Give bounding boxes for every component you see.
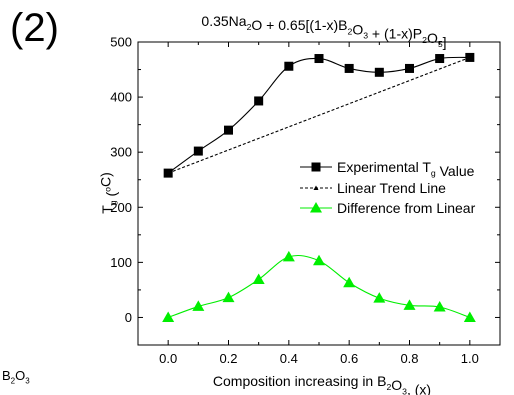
series-2-point-0 (162, 311, 175, 322)
stray-formula-sub1: 2 (10, 376, 16, 386)
legend-label-1: Linear Trend Line (337, 180, 446, 196)
series-2-point-8 (403, 299, 416, 310)
series-0-point-8 (405, 63, 414, 73)
series-0-point-4 (284, 61, 294, 71)
x-tick-label-4: 0.8 (400, 351, 418, 366)
stray-formula-o: O (15, 368, 26, 383)
series-2-point-7 (373, 292, 386, 303)
series-0-point-9 (435, 54, 445, 64)
series-0-point-3 (254, 96, 264, 106)
series-2-point-1 (192, 300, 205, 311)
y-tick-label-1: 100 (110, 255, 132, 270)
y-tick-label-2: 200 (110, 200, 132, 215)
y-axis-label: Tg (oC) (98, 172, 120, 214)
legend-marker-0 (311, 162, 321, 172)
legend-marker-1 (313, 185, 319, 190)
stray-formula-b: B (2, 368, 11, 383)
series-2-point-3 (252, 273, 265, 284)
legend-label-0: Experimental Tg Value (337, 159, 475, 179)
series-0-point-1 (193, 146, 203, 156)
series-2-point-4 (282, 250, 295, 262)
legend-marker-2 (310, 202, 322, 213)
series-2-point-10 (463, 311, 476, 322)
legend-label-2: Difference from Linear (337, 200, 476, 216)
stray-formula-sub2: 3 (25, 376, 30, 386)
x-axis-label: Composition increasing in B2O3, (x) (213, 373, 431, 395)
y-tick-label-4: 400 (110, 90, 132, 105)
x-tick-label-5: 1.0 (461, 351, 479, 366)
series-2-point-6 (343, 276, 356, 288)
stray-formula-label: B2O3 (2, 368, 30, 386)
series-2-point-9 (433, 300, 446, 312)
x-tick-label-2: 0.4 (280, 351, 298, 366)
series-0-point-6 (344, 63, 354, 73)
series-0-point-2 (224, 125, 233, 135)
y-tick-label-3: 300 (110, 145, 132, 160)
series-1-point-1 (467, 54, 473, 60)
y-tick-label-0: 0 (125, 310, 132, 325)
series-1-point-0 (165, 170, 171, 176)
series-2-point-2 (222, 291, 235, 303)
series-2-point-5 (313, 254, 325, 266)
x-tick-label-3: 0.6 (340, 351, 358, 366)
series-0-point-5 (314, 54, 324, 64)
chart-title: 0.35Na2O + 0.65[(1-x)B2O3 + (1-x)P2O5] (201, 13, 446, 50)
x-tick-label-0: 0.0 (159, 351, 177, 366)
x-tick-label-1: 0.2 (219, 351, 237, 366)
series-0-point-7 (374, 67, 384, 77)
y-tick-label-5: 500 (110, 35, 132, 50)
panel-label: (2) (10, 6, 59, 50)
series-1-line (167, 56, 471, 174)
